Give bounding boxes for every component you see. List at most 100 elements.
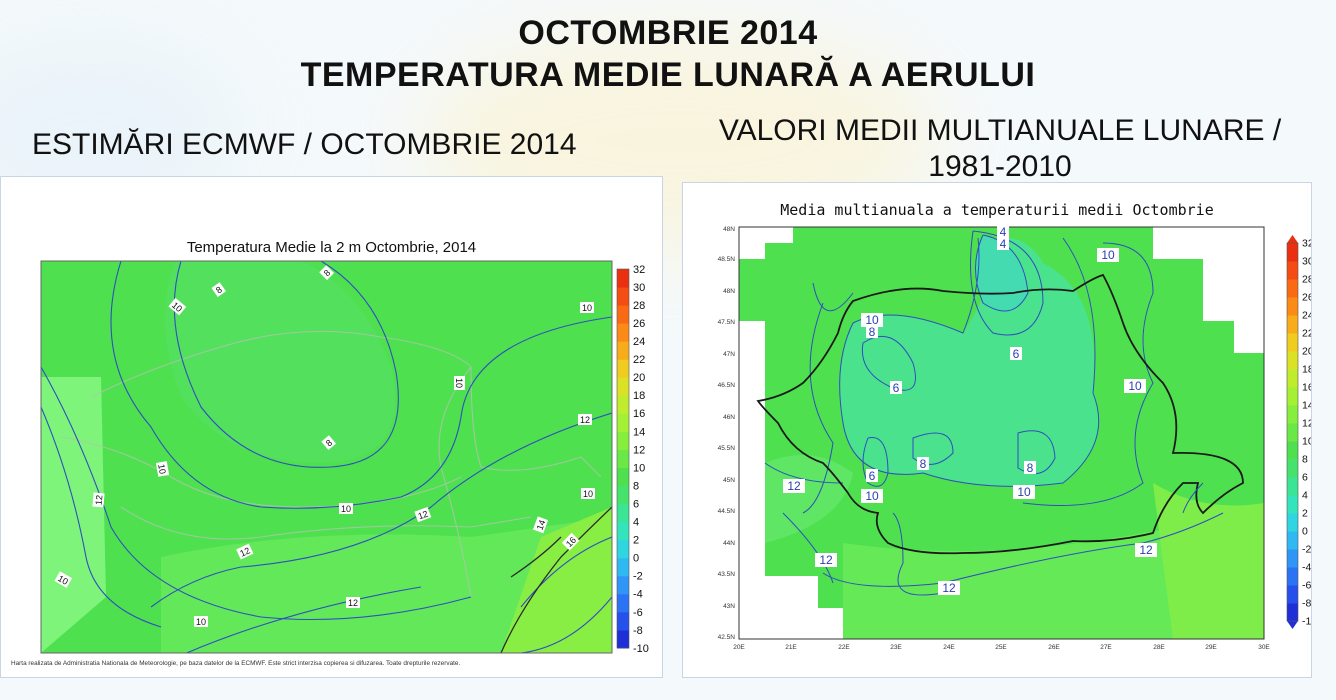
contour-label: 6 (893, 381, 900, 395)
colorbar-tick-label: 14 (633, 426, 645, 438)
colorbar-swatch (617, 377, 629, 396)
colorbar-swatch (617, 341, 629, 360)
colorbar-tick-label: 18 (633, 390, 645, 402)
colorbar-tick-label: 12 (1302, 418, 1311, 430)
colorbar-tick-label: 0 (1302, 526, 1308, 538)
colorbar-tick-label: 8 (633, 480, 639, 492)
contour-label: 10 (583, 489, 593, 499)
colorbar-swatch (617, 413, 629, 432)
colorbar-arrow-down (1287, 621, 1298, 629)
contour-label: 10 (56, 573, 70, 587)
colorbar-swatch (1287, 315, 1298, 334)
colorbar-arrow-up (1287, 235, 1298, 243)
colorbar-tick-label: -6 (633, 607, 643, 619)
contour-label: 10 (1128, 379, 1142, 393)
colorbar-tick-label: 20 (633, 372, 645, 384)
lon-tick: 22E (838, 644, 850, 651)
colorbar-tick-label: 4 (633, 517, 639, 529)
lat-tick: 46.5N (718, 382, 736, 389)
lon-axis: 20E 21E 22E 23E 24E 25E 26E 27E 28E 29E … (733, 644, 1270, 651)
colorbar-tick-label: 24 (633, 336, 645, 348)
colorbar-swatch (1287, 441, 1298, 460)
colorbar-swatch (617, 323, 629, 342)
contour-label: 8 (1027, 461, 1034, 475)
colorbar-swatch (617, 431, 629, 450)
colorbar-tick-label: -2 (1302, 544, 1311, 556)
lat-tick: 47N (723, 351, 735, 358)
colorbar-tick-label: 10 (633, 462, 645, 474)
lon-tick: 26E (1048, 644, 1060, 651)
contour-label: 6 (1013, 347, 1020, 361)
contour-label-group: 4 4 10 10 8 6 6 10 8 6 8 10 12 10 12 12 … (783, 225, 1157, 595)
lat-tick: 42.5N (718, 634, 736, 641)
colorbar-tick-label: 30 (1302, 256, 1311, 268)
colorbar-outline (616, 268, 630, 649)
colorbar-swatch (1287, 387, 1298, 406)
colorbar-swatch (617, 395, 629, 414)
colorbar-tick-label: 12 (633, 444, 645, 456)
ecmwf-map: 8 8 10 10 10 10 8 12 10 12 10 12 12 10 1… (40, 260, 649, 655)
lat-tick: 44N (723, 540, 735, 547)
colorbar-swatch (617, 629, 629, 649)
colorbar-swatch (1287, 423, 1298, 442)
lat-tick: 47.5N (718, 319, 736, 326)
colorbar-swatch (617, 287, 629, 306)
contour-label: 12 (942, 581, 956, 595)
colorbar-outline (1286, 242, 1299, 622)
colorbar-tick-label: 28 (1302, 274, 1311, 286)
colorbar-swatch (1287, 495, 1298, 514)
contour-label: 10 (341, 504, 351, 514)
lat-tick: 43.5N (718, 571, 736, 578)
colorbar-swatch (617, 485, 629, 505)
colorbar-swatch (1287, 459, 1298, 478)
field-warm-sea (1153, 483, 1264, 639)
lon-tick: 27E (1100, 644, 1112, 651)
colorbar-tick-label: 22 (1302, 328, 1311, 340)
colorbar-swatch (617, 611, 629, 631)
coastline (500, 506, 612, 653)
colorbar-tick-label: -8 (633, 625, 643, 637)
colorbar-swatch (1287, 405, 1298, 424)
colorbar-swatch (1287, 297, 1298, 316)
contour-label: 12 (819, 553, 833, 567)
left-panel-heading: ESTIMĂRI ECMWF / OCTOMBRIE 2014 (32, 128, 577, 161)
contour-label: 4 (1000, 237, 1007, 251)
contour-label: 12 (787, 479, 801, 493)
contour-label: 8 (920, 457, 927, 471)
lat-tick: 48N (723, 288, 735, 295)
colorbar-tick-label: 14 (1302, 400, 1311, 412)
colorbar-swatch (1287, 351, 1298, 370)
contour-label: 8 (322, 268, 333, 279)
climatology-map: 48N 48.5N 48N 47.5N 47N 46.5N 46N 45.5N … (718, 225, 1311, 651)
lon-tick: 20E (733, 644, 745, 651)
colorbar-swatch (1287, 261, 1298, 280)
field-warm-south (161, 517, 612, 653)
lat-tick: 45.5N (718, 445, 736, 452)
colorbar-swatch (1287, 243, 1298, 262)
colorbar-swatch (1287, 279, 1298, 298)
colorbar-tick-label: 18 (1302, 364, 1311, 376)
colorbar-tick-label: 6 (633, 498, 639, 510)
colorbar-tick-label: 24 (1302, 310, 1311, 322)
contour-label: 10 (170, 300, 184, 314)
lat-tick: 48.5N (718, 256, 736, 263)
contour-label: 12 (238, 545, 251, 558)
colorbar-tick-label: 30 (633, 282, 645, 294)
colorbar-swatch (1287, 369, 1298, 388)
colorbar-tick-label: 26 (1302, 292, 1311, 304)
colorbar-tick-label: 16 (633, 408, 645, 420)
map-frame (40, 260, 613, 654)
right-panel-heading: VALORI MEDII MULTIANUALE LUNARE / 1981-2… (690, 113, 1310, 185)
contour-label: 10 (865, 489, 879, 503)
colorbar-swatch (617, 557, 629, 577)
colorbar-swatch (617, 269, 629, 288)
lon-tick: 21E (785, 644, 797, 651)
contour-label: 4 (1000, 225, 1007, 239)
contour-label: 10 (865, 313, 879, 327)
colorbar-swatch (1287, 549, 1298, 568)
romania-border (756, 273, 1244, 555)
contour-label: 10 (1017, 485, 1031, 499)
right-heading-line1: VALORI MEDII MULTIANUALE LUNARE / (718, 114, 1282, 147)
